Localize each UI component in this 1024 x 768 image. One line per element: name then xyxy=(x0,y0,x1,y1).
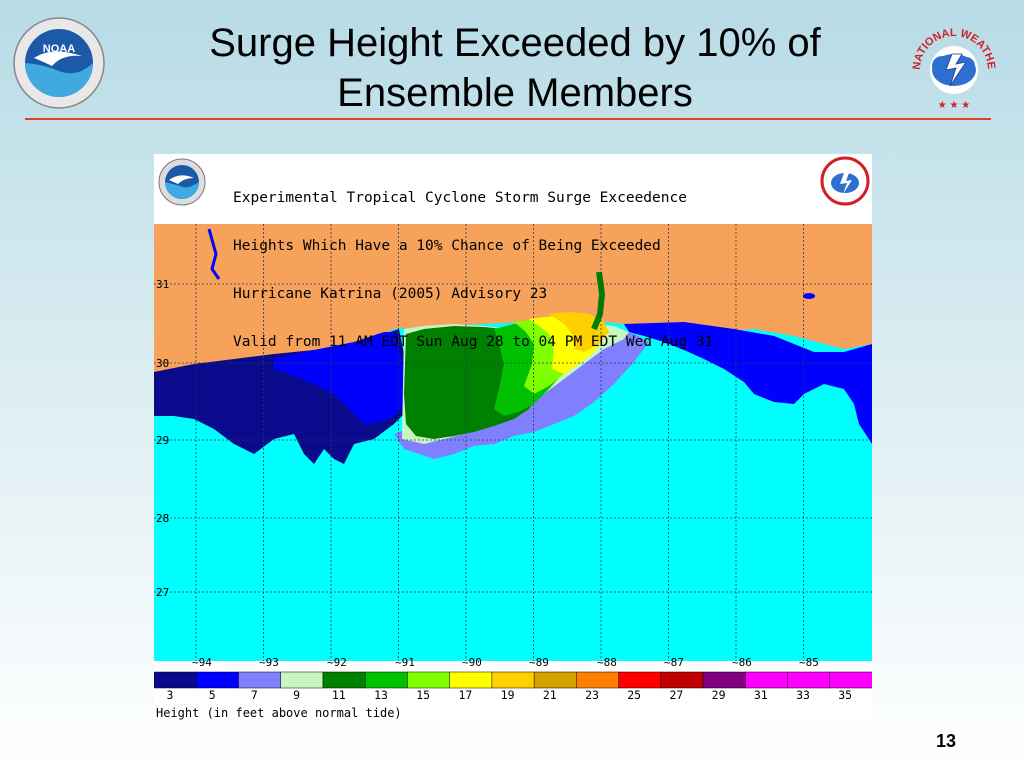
noaa-logo-text: NOAA xyxy=(43,43,75,55)
legend-label: 13 xyxy=(374,688,388,702)
title-line-2: Ensemble Members xyxy=(337,71,693,115)
legend-label: 15 xyxy=(416,688,431,702)
surge-band-5ft-east xyxy=(624,322,872,444)
legend-swatch xyxy=(322,671,366,689)
legend-swatch xyxy=(407,671,451,689)
legend-swatch xyxy=(533,671,578,689)
svg-text:★ ★ ★: ★ ★ ★ xyxy=(938,100,970,110)
lon-label-85: ~85 xyxy=(799,656,819,669)
map-header: Experimental Tropical Cyclone Storm Surg… xyxy=(233,158,713,382)
legend-label: 5 xyxy=(208,688,216,702)
lat-label-29: 29 xyxy=(156,434,170,447)
legend-label: 7 xyxy=(250,688,258,702)
lon-label-87: ~87 xyxy=(664,656,684,669)
nws-logo-icon: NATIONAL WEATHER SERVICE ★ ★ ★ xyxy=(904,9,1000,111)
lon-label-86: ~86 xyxy=(732,656,752,669)
legend-color-bar xyxy=(154,671,872,689)
legend-swatch xyxy=(829,671,872,689)
legend-label: 29 xyxy=(711,688,726,702)
title-divider xyxy=(25,118,991,120)
legend-label: 31 xyxy=(753,688,768,702)
noaa-logo-icon: NOAA xyxy=(12,16,106,110)
legend-label: 19 xyxy=(500,688,515,702)
lon-label-91: ~91 xyxy=(395,656,415,669)
legend-label: 21 xyxy=(542,688,557,702)
legend-label: 35 xyxy=(838,688,853,702)
lat-label-31: 31 xyxy=(156,278,170,291)
surge-map-figure: Experimental Tropical Cyclone Storm Surg… xyxy=(154,154,872,723)
legend-label: 3 xyxy=(166,688,174,702)
legend-swatch xyxy=(154,671,197,689)
slide-title: Surge Height Exceeded by 10% of Ensemble… xyxy=(130,18,900,118)
surge-map xyxy=(154,154,872,689)
lon-label-93: ~93 xyxy=(259,656,279,669)
legend-swatch xyxy=(787,671,831,689)
lon-label-89: ~89 xyxy=(529,656,549,669)
legend-swatch xyxy=(280,671,324,689)
map-header-line-3: Hurricane Katrina (2005) Advisory 23 xyxy=(233,286,548,302)
map-header-line-2: Heights Which Have a 10% Chance of Being… xyxy=(233,238,661,254)
legend-swatch xyxy=(745,671,789,689)
surge-band-5ft-west xyxy=(274,332,406,424)
legend-swatch xyxy=(449,671,493,689)
lon-label-92: ~92 xyxy=(327,656,347,669)
lat-label-27: 27 xyxy=(156,586,170,599)
legend-caption: Height (in feet above normal tide) xyxy=(156,706,402,720)
legend-swatch xyxy=(364,671,409,689)
figure-nws-icon xyxy=(820,156,870,206)
page-number: 13 xyxy=(936,731,957,751)
figure-noaa-icon xyxy=(158,158,206,206)
legend-swatch xyxy=(702,671,747,689)
legend-label: 17 xyxy=(458,688,473,702)
legend-label: 25 xyxy=(627,688,642,702)
legend-label: 23 xyxy=(585,688,599,702)
legend-labels: 3 5 7 9 11 13 15 17 19 21 23 25 27 29 31 33 35 xyxy=(154,688,872,702)
legend-swatch xyxy=(618,671,662,689)
lat-label-28: 28 xyxy=(156,512,170,525)
legend-label: 27 xyxy=(669,688,684,702)
legend-label: 33 xyxy=(796,688,810,702)
legend-swatch xyxy=(238,671,282,689)
lat-lon-grid xyxy=(154,224,872,661)
lon-label-88: ~88 xyxy=(597,656,617,669)
lat-label-30: 30 xyxy=(156,357,170,370)
legend-label: 9 xyxy=(293,688,301,702)
legend-label: 11 xyxy=(331,688,346,702)
legend-swatch xyxy=(660,671,704,689)
map-header-line-4: Valid from 11 AM EDT Sun Aug 28 to 04 PM… xyxy=(233,334,714,350)
map-header-line-1: Experimental Tropical Cyclone Storm Surg… xyxy=(233,190,687,206)
legend-swatch xyxy=(491,671,535,689)
legend-swatch xyxy=(195,671,240,689)
legend-swatch xyxy=(576,671,620,689)
title-line-1: Surge Height Exceeded by 10% of xyxy=(209,21,821,65)
lon-label-90: ~90 xyxy=(462,656,482,669)
lon-label-94: ~94 xyxy=(192,656,212,669)
